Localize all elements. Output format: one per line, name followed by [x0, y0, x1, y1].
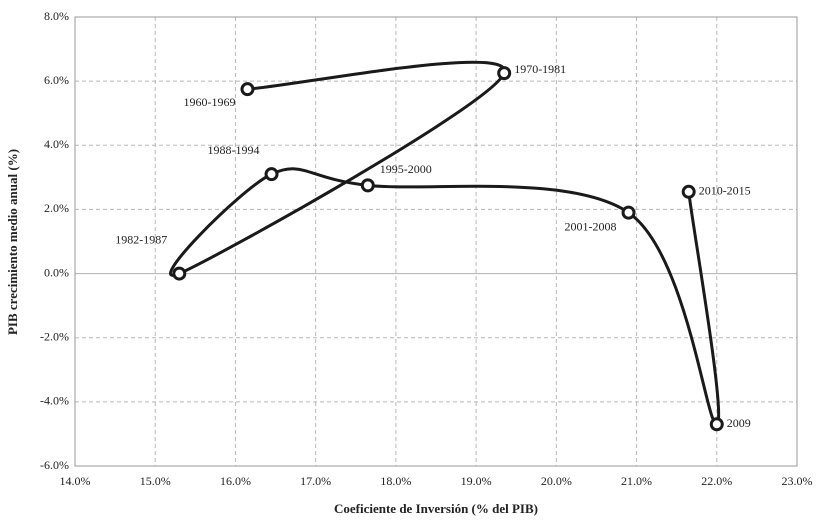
point-label: 1995-2000	[380, 162, 432, 176]
y-tick-label: -4.0%	[40, 394, 69, 408]
data-point	[621, 205, 636, 220]
x-tick-label: 17.0%	[300, 474, 331, 488]
x-tick-label: 22.0%	[701, 474, 732, 488]
data-point	[360, 178, 375, 193]
plot-frame	[74, 16, 798, 467]
y-axis-title: PIB crecimiento medio anual (%)	[5, 149, 20, 335]
x-tick-label: 14.0%	[60, 474, 91, 488]
x-tick-label: 20.0%	[541, 474, 572, 488]
point-label: 1988-1994	[208, 143, 260, 157]
point-label: 1982-1987	[115, 232, 167, 246]
x-tick-label: 23.0%	[782, 474, 813, 488]
y-tick-label: -2.0%	[40, 329, 69, 343]
y-tick-label: 2.0%	[44, 201, 69, 215]
point-label: 2009	[727, 416, 751, 430]
y-tick-label: 0.0%	[44, 265, 69, 279]
point-label: 1970-1981	[514, 62, 566, 76]
data-point	[264, 167, 279, 182]
data-point	[681, 184, 696, 199]
y-tick-label: 8.0%	[44, 9, 69, 23]
x-tick-label: 16.0%	[220, 474, 251, 488]
y-tick-label: -6.0%	[40, 458, 69, 472]
x-tick-label: 18.0%	[380, 474, 411, 488]
x-tick-label: 19.0%	[461, 474, 492, 488]
data-point	[240, 82, 255, 97]
data-point	[709, 417, 724, 432]
y-tick-label: 6.0%	[44, 73, 69, 87]
x-axis-title: Coeficiente de Inversión (% del PIB)	[334, 501, 538, 516]
data-point	[172, 266, 187, 281]
y-tick-label: 4.0%	[44, 137, 69, 151]
data-point	[497, 66, 512, 81]
point-label: 2010-2015	[699, 184, 751, 198]
point-label: 1960-1969	[183, 95, 235, 109]
x-tick-label: 21.0%	[621, 474, 652, 488]
x-tick-label: 15.0%	[140, 474, 171, 488]
point-label: 2001-2008	[565, 219, 617, 233]
